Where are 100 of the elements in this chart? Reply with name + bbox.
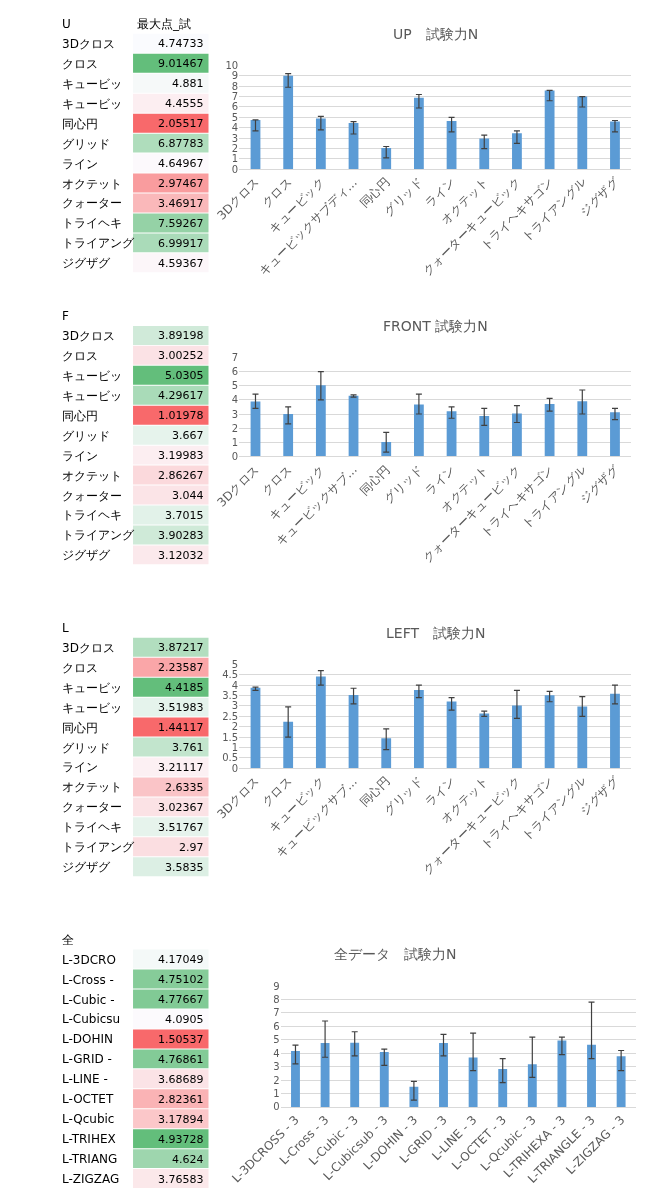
y-tick-label: 0	[231, 163, 239, 175]
data-label: 4.624	[172, 1153, 204, 1166]
y-tick-label: キュービッ	[62, 701, 122, 715]
y-tick-label: L-GRID -	[62, 1052, 112, 1066]
y-tick-label: 1	[231, 153, 239, 165]
data-label: 4.29617	[158, 389, 204, 402]
y-tick-label: 3	[231, 408, 239, 420]
data-label: 2.86267	[158, 469, 204, 482]
y-tick-label: ジグザグ	[62, 548, 111, 562]
data-label: 1.01978	[158, 409, 204, 422]
data-label: 4.77667	[158, 993, 204, 1006]
data-label: 1.50537	[158, 1033, 204, 1046]
data-label: 3.51983	[158, 701, 204, 714]
y-tick-label: 5	[231, 658, 239, 670]
bar	[616, 1056, 626, 1107]
data-label: 2.97	[179, 841, 204, 854]
y-tick-label: トライヘキ	[62, 508, 122, 522]
y-tick-label: 1	[273, 1087, 280, 1099]
data-label: 2.23587	[158, 661, 204, 674]
y-tick-label: 9	[231, 70, 239, 82]
chart-title: FRONT 試験力N	[383, 318, 488, 334]
bar	[610, 693, 620, 769]
y-tick-label: L-Cross -	[62, 973, 114, 987]
y-tick-label: 7	[231, 91, 239, 103]
y-tick-label: 6	[231, 366, 239, 378]
y-tick-label: 3Dクロス	[62, 329, 115, 343]
y-tick-label: L-TRIANG	[62, 1152, 118, 1166]
data-label: 7.59267	[158, 217, 204, 230]
data-label: 2.05517	[158, 117, 204, 130]
data-label: 3.02367	[158, 801, 204, 814]
y-tick-label: トライアング	[62, 236, 135, 250]
bar	[381, 147, 392, 170]
bar	[498, 1068, 508, 1107]
y-tick-label: クロス	[62, 661, 98, 675]
y-tick-label: ライン	[62, 760, 98, 774]
y-tick-label: 7	[273, 1007, 280, 1019]
y-tick-label: 8	[273, 994, 280, 1006]
data-label: 3.68689	[158, 1073, 204, 1086]
bar	[250, 687, 261, 769]
y-tick-label: L-LINE -	[62, 1072, 108, 1086]
y-tick-label: 4	[231, 122, 239, 134]
bar	[315, 118, 326, 170]
y-tick-label: L-ZIGZAG	[62, 1172, 120, 1186]
bar	[350, 1042, 360, 1107]
y-tick-label: トライアング	[62, 840, 135, 854]
y-tick-label: 同心円	[62, 721, 98, 735]
data-label: 9.01467	[158, 57, 204, 70]
bar	[577, 706, 588, 769]
bar	[414, 404, 424, 457]
y-tick-label: 5	[273, 1034, 280, 1046]
y-tick-label: ライン	[62, 157, 98, 171]
y-tick-label: ジグザグ	[62, 256, 111, 270]
chart-title: F	[62, 309, 69, 323]
y-tick-label: 4	[273, 1047, 280, 1059]
bar	[557, 1040, 567, 1107]
data-label: 3.12032	[158, 549, 204, 562]
bar	[315, 676, 326, 769]
y-tick-label: クォーター	[62, 196, 122, 210]
y-tick-label: 9	[273, 980, 280, 992]
chart-title: UP 試験力N	[393, 26, 479, 42]
bar	[479, 713, 490, 769]
bar	[381, 738, 392, 769]
bar	[320, 1043, 330, 1107]
data-label: 4.17049	[158, 953, 204, 966]
y-tick-label: 同心円	[62, 409, 98, 423]
y-tick-label: クォーター	[62, 489, 122, 503]
y-tick-label: キュービッ	[62, 389, 122, 403]
data-label: 3.51767	[158, 821, 204, 834]
data-label: 4.76861	[158, 1053, 204, 1066]
y-tick-label: L-Cubic -	[62, 993, 115, 1007]
data-label: 4.74733	[158, 37, 204, 50]
y-tick-label: L-3DCRO	[62, 953, 116, 967]
y-tick-label: L-DOHIN	[62, 1032, 114, 1046]
data-label: 2.6335	[165, 781, 204, 794]
y-tick-label: 0	[273, 1101, 280, 1113]
y-tick-label: グリッド	[62, 137, 110, 151]
y-tick-label: 4.5	[222, 669, 239, 681]
y-tick-label: キュービッ	[62, 369, 122, 383]
y-tick-label: クォーター	[62, 800, 122, 814]
data-label: 6.99917	[158, 237, 204, 250]
chart-title: LEFT 試験力N	[386, 625, 486, 641]
bar	[468, 1057, 478, 1107]
y-tick-label: 1.5	[222, 731, 239, 743]
y-tick-label: キュービッ	[62, 77, 122, 91]
data-label: 4.881	[172, 77, 204, 90]
y-tick-label: 10	[225, 59, 239, 71]
y-tick-label: グリッド	[62, 429, 110, 443]
bar	[379, 1051, 389, 1107]
x-tick-label: 最大点_試	[137, 17, 191, 31]
y-tick-label: 0	[231, 762, 239, 774]
y-tick-label: トライヘキ	[62, 820, 122, 834]
data-label: 3.21117	[158, 761, 204, 774]
bar	[414, 690, 424, 769]
y-tick-label: キュービッ	[62, 97, 122, 111]
bar	[544, 404, 555, 457]
bar	[315, 385, 326, 457]
y-tick-label: 8	[231, 80, 239, 92]
y-tick-label: トライアング	[62, 528, 135, 542]
data-label: 3.17894	[158, 1113, 204, 1126]
data-label: 5.0305	[165, 369, 204, 382]
